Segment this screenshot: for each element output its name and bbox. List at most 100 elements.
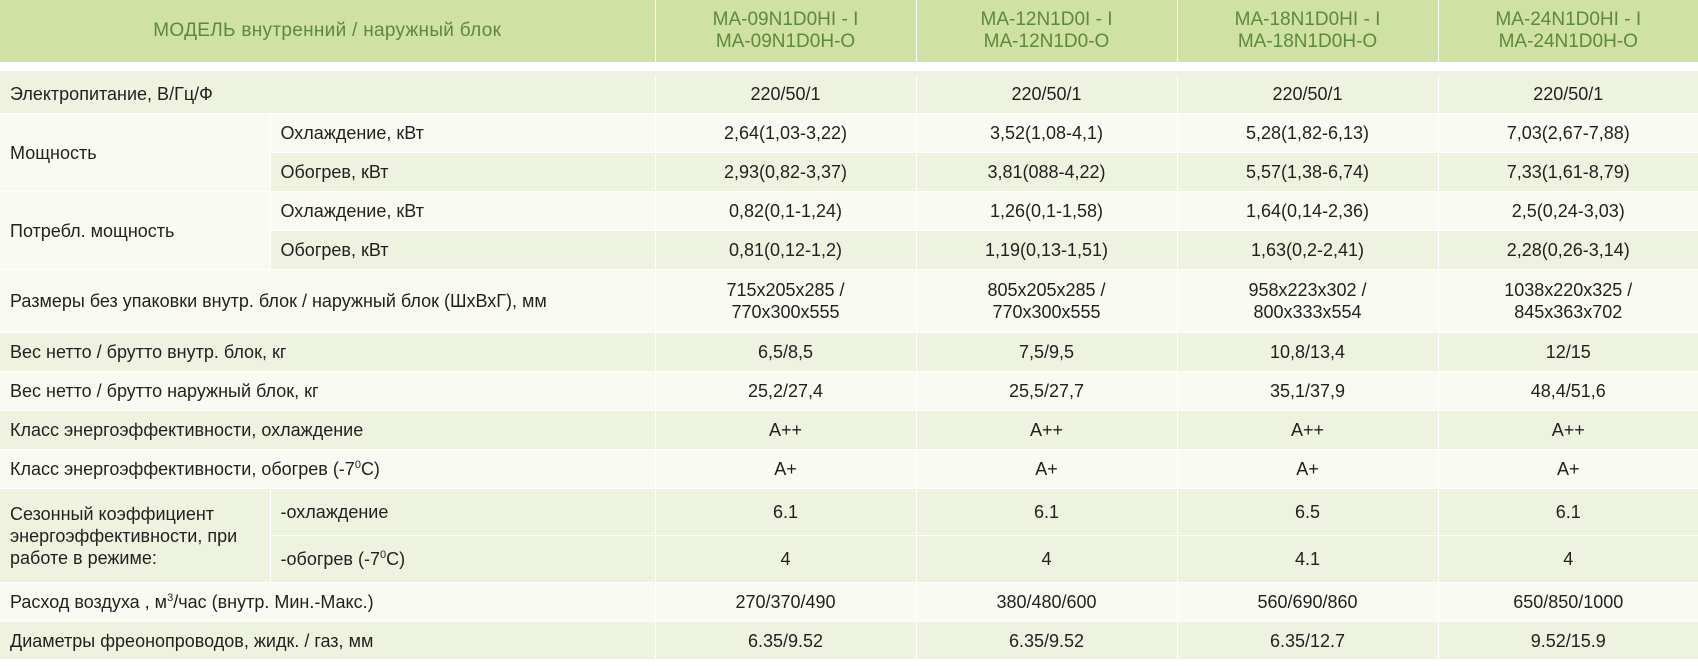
row-value: A+ <box>916 449 1178 489</box>
row-value: 4.1 <box>1177 535 1439 583</box>
row-value: 6.1 <box>1438 488 1698 536</box>
row-value: 4 <box>655 535 917 583</box>
row-value: A+ <box>1438 449 1698 489</box>
row-value: 5,57(1,38-6,74) <box>1177 152 1439 192</box>
label-text: -обогрев (-7 <box>280 549 380 569</box>
row-value: 6.35/9.52 <box>655 621 917 660</box>
row-value: 9.52/15.9 <box>1438 621 1698 660</box>
row-value: 1,64(0,14-2,36) <box>1177 191 1439 231</box>
row-group-label: Потребл. мощность <box>0 191 271 270</box>
table-row-seasonal-heating: -обогрев (-70С) 4 4 4.1 4 <box>0 535 1698 583</box>
superscript: 3 <box>167 592 174 604</box>
row-label: Электропитание, В/Гц/Ф <box>0 75 656 114</box>
row-sublabel: Обогрев, кВт <box>270 230 656 270</box>
row-sublabel: Охлаждение, кВт <box>270 191 656 231</box>
row-value: 7,33(1,61-8,79) <box>1438 152 1698 192</box>
row-value: 35,1/37,9 <box>1177 371 1439 411</box>
row-value: 6.1 <box>655 488 917 536</box>
row-value: 650/850/1000 <box>1438 582 1698 622</box>
row-label: Класс энергоэффективности, обогрев (-70С… <box>0 449 656 489</box>
model-header-text: МОДЕЛЬ внутренний / наружный блок <box>153 20 502 41</box>
table-row-power-supply: Электропитание, В/Гц/Ф 220/50/1 220/50/1… <box>0 75 1698 114</box>
row-sublabel: Обогрев, кВт <box>270 152 656 192</box>
indoor-dimensions: 1038x220x325 / <box>1504 280 1633 300</box>
model-header-cell: MA-09N1D0HI - I MA-09N1D0H-O <box>655 0 917 62</box>
model-header-cell: MA-12N1D0I - I MA-12N1D0-O <box>916 0 1178 62</box>
indoor-dimensions: 958x223x302 / <box>1248 280 1367 300</box>
header-spacer <box>0 62 1698 71</box>
row-label: Вес нетто / брутто внутр. блок, кг <box>0 332 656 372</box>
row-value: 1,63(0,2-2,41) <box>1177 230 1439 270</box>
outdoor-dimensions: 845x363x702 <box>1514 302 1623 322</box>
table-row-dimensions: Размеры без упаковки внутр. блок / наруж… <box>0 269 1698 333</box>
row-value: 7,03(2,67-7,88) <box>1438 113 1698 153</box>
outdoor-model: MA-12N1D0-O <box>983 31 1110 52</box>
label-text: С) <box>386 549 406 569</box>
table-row-energy-class-cooling: Класс энергоэффективности, охлаждение A+… <box>0 410 1698 450</box>
row-group-label: Сезонный коэффициент энергоэффективности… <box>0 488 271 583</box>
row-value: 0,82(0,1-1,24) <box>655 191 917 231</box>
header-spacer-band <box>0 71 1698 75</box>
row-label: Размеры без упаковки внутр. блок / наруж… <box>0 269 656 333</box>
row-value: A++ <box>1438 410 1698 450</box>
row-value: 4 <box>1438 535 1698 583</box>
model-header-label: МОДЕЛЬ внутренний / наружный блок <box>0 0 656 62</box>
outdoor-dimensions: 770x300x555 <box>992 302 1101 322</box>
row-value: 7,5/9,5 <box>916 332 1178 372</box>
row-value: 48,4/51,6 <box>1438 371 1698 411</box>
indoor-model: MA-18N1D0HI - I <box>1234 9 1381 30</box>
row-value: 12/15 <box>1438 332 1698 372</box>
table-row-pipes: Диаметры фреонопроводов, жидк. / газ, мм… <box>0 621 1698 660</box>
row-value: 380/480/600 <box>916 582 1178 622</box>
model-header-cell: MA-18N1D0HI - I MA-18N1D0H-O <box>1177 0 1439 62</box>
indoor-dimensions: 805x205x285 / <box>987 280 1106 300</box>
label-text: Расход воздуха , м <box>10 592 168 612</box>
row-value: 715x205x285 /770x300x555 <box>655 269 917 333</box>
table-row-weight-outdoor: Вес нетто / брутто наружный блок, кг 25,… <box>0 371 1698 411</box>
row-value: 958x223x302 /800x333x554 <box>1177 269 1439 333</box>
outdoor-model: MA-18N1D0H-O <box>1237 31 1378 52</box>
row-value: 220/50/1 <box>655 75 917 114</box>
indoor-model: MA-12N1D0I - I <box>980 9 1113 30</box>
row-value: 6.1 <box>916 488 1178 536</box>
table-row-seasonal-cooling: Сезонный коэффициент энергоэффективности… <box>0 488 1698 583</box>
row-value: 1,19(0,13-1,51) <box>916 230 1178 270</box>
row-value: 1,26(0,1-1,58) <box>916 191 1178 231</box>
superscript: 0 <box>379 549 387 561</box>
row-value: A+ <box>1177 449 1439 489</box>
row-value: A+ <box>655 449 917 489</box>
row-value: 560/690/860 <box>1177 582 1439 622</box>
outdoor-model: MA-09N1D0H-O <box>715 31 856 52</box>
row-label: Диаметры фреонопроводов, жидк. / газ, мм <box>0 621 656 660</box>
table-row-power-input-heating: Обогрев, кВт 0,81(0,12-1,2) 1,19(0,13-1,… <box>0 230 1698 270</box>
row-value: 6.35/9.52 <box>916 621 1178 660</box>
outdoor-dimensions: 800x333x554 <box>1253 302 1362 322</box>
row-value: 270/370/490 <box>655 582 917 622</box>
table-header-row: МОДЕЛЬ внутренний / наружный блок MA-09N… <box>0 0 1698 62</box>
outdoor-dimensions: 770x300x555 <box>731 302 840 322</box>
table-row-airflow: Расход воздуха , м3/час (внутр. Мин.-Мак… <box>0 582 1698 622</box>
indoor-dimensions: 715x205x285 / <box>726 280 845 300</box>
table-row-capacity-heating: Обогрев, кВт 2,93(0,82-3,37) 3,81(088-4,… <box>0 152 1698 192</box>
table-row-power-input-cooling: Потребл. мощность Охлаждение, кВт 0,82(0… <box>0 191 1698 270</box>
row-value: 220/50/1 <box>1438 75 1698 114</box>
row-value: 2,93(0,82-3,37) <box>655 152 917 192</box>
row-value: 220/50/1 <box>1177 75 1439 114</box>
indoor-model: MA-24N1D0HI - I <box>1495 9 1642 30</box>
row-value: 2,5(0,24-3,03) <box>1438 191 1698 231</box>
row-value: A++ <box>916 410 1178 450</box>
row-value: 5,28(1,82-6,13) <box>1177 113 1439 153</box>
row-group-label: Мощность <box>0 113 271 192</box>
row-value: 2,28(0,26-3,14) <box>1438 230 1698 270</box>
row-value: 25,5/27,7 <box>916 371 1178 411</box>
row-value: 1038x220x325 /845x363x702 <box>1438 269 1698 333</box>
row-label: Расход воздуха , м3/час (внутр. Мин.-Мак… <box>0 582 656 622</box>
row-value: 6.35/12.7 <box>1177 621 1439 660</box>
row-value: 3,52(1,08-4,1) <box>916 113 1178 153</box>
row-sublabel: -обогрев (-70С) <box>270 535 656 583</box>
row-value: 805x205x285 /770x300x555 <box>916 269 1178 333</box>
row-value: 220/50/1 <box>916 75 1178 114</box>
row-sublabel: Охлаждение, кВт <box>270 113 656 153</box>
table-row-weight-indoor: Вес нетто / брутто внутр. блок, кг 6,5/8… <box>0 332 1698 372</box>
